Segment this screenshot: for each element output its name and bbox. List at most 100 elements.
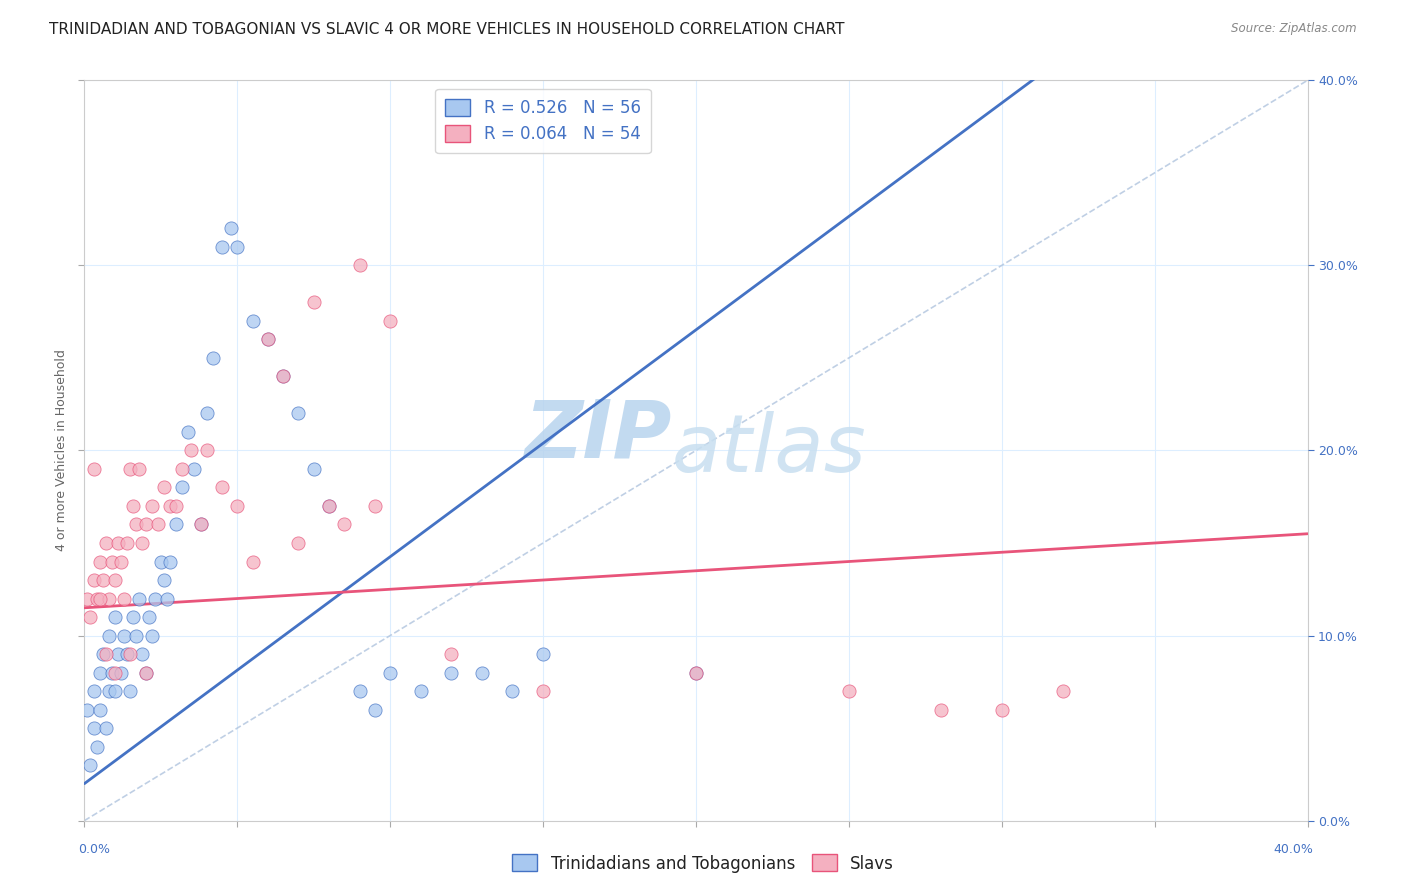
Point bbox=[101, 554, 124, 569]
Point bbox=[79, 758, 101, 772]
Point bbox=[122, 499, 145, 513]
Point bbox=[83, 721, 105, 735]
Point bbox=[153, 573, 176, 587]
Point bbox=[318, 499, 340, 513]
Text: 0.0%: 0.0% bbox=[79, 843, 110, 855]
Point bbox=[195, 443, 218, 458]
Point bbox=[172, 481, 194, 495]
Point bbox=[89, 703, 111, 717]
Point bbox=[219, 221, 242, 235]
Point bbox=[271, 369, 294, 384]
Point bbox=[226, 499, 249, 513]
Point bbox=[94, 536, 117, 550]
Point bbox=[183, 462, 205, 476]
Point bbox=[242, 554, 264, 569]
Legend: R = 0.526   N = 56, R = 0.064   N = 54: R = 0.526 N = 56, R = 0.064 N = 54 bbox=[436, 88, 651, 153]
Point bbox=[104, 665, 127, 680]
Point bbox=[165, 517, 187, 532]
Point bbox=[91, 573, 114, 587]
Point bbox=[257, 332, 280, 346]
Point bbox=[76, 591, 98, 606]
Point bbox=[86, 591, 108, 606]
Point bbox=[143, 591, 166, 606]
Point bbox=[115, 536, 138, 550]
Point bbox=[211, 240, 233, 254]
Point bbox=[138, 610, 160, 624]
Point bbox=[125, 517, 148, 532]
Point bbox=[135, 665, 157, 680]
Point bbox=[89, 554, 111, 569]
Point bbox=[122, 610, 145, 624]
Text: ZIP: ZIP bbox=[524, 397, 672, 475]
Point bbox=[91, 647, 114, 661]
Point bbox=[440, 647, 463, 661]
Point bbox=[364, 703, 387, 717]
Point bbox=[333, 517, 356, 532]
Point bbox=[107, 536, 129, 550]
Point bbox=[156, 591, 179, 606]
Point bbox=[104, 684, 127, 698]
Point bbox=[125, 628, 148, 642]
Point bbox=[1052, 684, 1074, 698]
Point bbox=[79, 610, 101, 624]
Point bbox=[94, 647, 117, 661]
Point bbox=[149, 554, 172, 569]
Point bbox=[349, 259, 371, 273]
Point bbox=[141, 628, 163, 642]
Point bbox=[86, 739, 108, 754]
Point bbox=[172, 462, 194, 476]
Point bbox=[440, 665, 463, 680]
Point bbox=[97, 628, 120, 642]
Point bbox=[89, 665, 111, 680]
Point bbox=[153, 481, 176, 495]
Point bbox=[120, 647, 142, 661]
Point bbox=[685, 665, 707, 680]
Point bbox=[83, 684, 105, 698]
Point bbox=[409, 684, 432, 698]
Point bbox=[471, 665, 494, 680]
Point bbox=[135, 665, 157, 680]
Point bbox=[287, 407, 309, 421]
Point bbox=[302, 295, 325, 310]
Point bbox=[211, 481, 233, 495]
Point bbox=[83, 573, 105, 587]
Text: atlas: atlas bbox=[672, 411, 866, 490]
Point bbox=[159, 554, 181, 569]
Point bbox=[929, 703, 952, 717]
Point bbox=[97, 591, 120, 606]
Point bbox=[380, 314, 402, 328]
Legend: Trinidadians and Tobagonians, Slavs: Trinidadians and Tobagonians, Slavs bbox=[506, 847, 900, 880]
Point bbox=[257, 332, 280, 346]
Point bbox=[89, 591, 111, 606]
Point bbox=[287, 536, 309, 550]
Point bbox=[128, 462, 150, 476]
Point bbox=[76, 703, 98, 717]
Point bbox=[201, 351, 224, 365]
Point bbox=[177, 425, 200, 439]
Point bbox=[104, 610, 127, 624]
Point bbox=[110, 665, 132, 680]
Point bbox=[226, 240, 249, 254]
Point bbox=[131, 647, 153, 661]
Point bbox=[531, 647, 554, 661]
Point bbox=[128, 591, 150, 606]
Point bbox=[115, 647, 138, 661]
Point bbox=[112, 628, 135, 642]
Point bbox=[195, 407, 218, 421]
Point bbox=[141, 499, 163, 513]
Point bbox=[991, 703, 1014, 717]
Point bbox=[135, 517, 157, 532]
Point bbox=[120, 684, 142, 698]
Point bbox=[838, 684, 860, 698]
Y-axis label: 4 or more Vehicles in Household: 4 or more Vehicles in Household bbox=[55, 350, 67, 551]
Point bbox=[101, 665, 124, 680]
Text: Source: ZipAtlas.com: Source: ZipAtlas.com bbox=[1232, 22, 1357, 36]
Point bbox=[97, 684, 120, 698]
Point bbox=[190, 517, 212, 532]
Point bbox=[146, 517, 169, 532]
Point bbox=[531, 684, 554, 698]
Point bbox=[131, 536, 153, 550]
Point bbox=[318, 499, 340, 513]
Point bbox=[94, 721, 117, 735]
Point bbox=[110, 554, 132, 569]
